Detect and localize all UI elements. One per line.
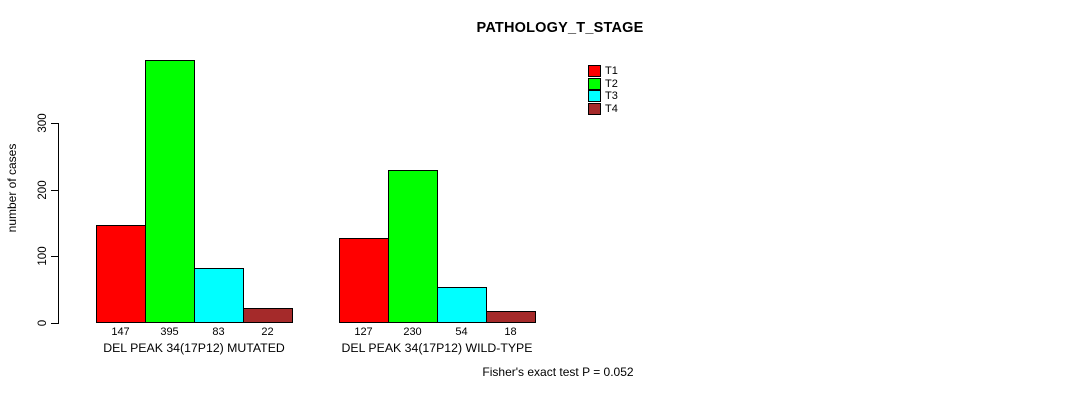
legend-item: T4 bbox=[588, 103, 618, 116]
legend-item: T2 bbox=[588, 78, 618, 91]
y-axis-tick bbox=[51, 323, 58, 324]
bar-value-label: 18 bbox=[504, 326, 517, 338]
bar-t4-group1 bbox=[243, 308, 293, 323]
legend-label: T2 bbox=[605, 77, 618, 90]
bar-t3-group1 bbox=[194, 268, 244, 323]
y-axis-tick bbox=[51, 256, 58, 258]
bar-value-label: 22 bbox=[261, 326, 274, 338]
legend-label: T3 bbox=[605, 90, 618, 103]
group-label: DEL PEAK 34(17P12) MUTATED bbox=[103, 341, 285, 355]
legend-label: T1 bbox=[605, 65, 618, 77]
bar-t1-group1 bbox=[96, 225, 146, 323]
legend-swatch-t3 bbox=[588, 90, 601, 103]
bar-t3-group2 bbox=[437, 287, 487, 323]
y-axis-tick-label: 0 bbox=[37, 319, 49, 327]
bar-value-label: 83 bbox=[212, 326, 225, 338]
chart-title: PATHOLOGY_T_STAGE bbox=[476, 20, 644, 36]
legend-label: T4 bbox=[605, 102, 618, 115]
legend-item: T3 bbox=[588, 90, 618, 103]
bar-t2-group2 bbox=[388, 170, 438, 323]
bar-value-label: 395 bbox=[160, 326, 179, 338]
group-label: DEL PEAK 34(17P12) WILD-TYPE bbox=[341, 341, 533, 355]
bar-value-label: 54 bbox=[455, 326, 468, 338]
fisher-test-annotation: Fisher's exact test P = 0.052 bbox=[482, 365, 634, 379]
y-axis-tick-label: 300 bbox=[37, 113, 49, 133]
bar-value-label: 147 bbox=[111, 326, 130, 338]
y-axis-tick-label: 200 bbox=[37, 180, 49, 200]
legend: T1 T2 T3 T4 bbox=[588, 65, 618, 116]
legend-item: T1 bbox=[588, 65, 618, 78]
bar-t4-group2 bbox=[486, 311, 536, 323]
bar-t1-group2 bbox=[339, 238, 389, 323]
y-axis-line bbox=[58, 123, 59, 324]
bar-value-label: 230 bbox=[403, 326, 422, 338]
bar-value-label: 127 bbox=[354, 326, 373, 338]
y-axis-tick-label: 100 bbox=[37, 246, 49, 266]
y-axis-tick bbox=[51, 189, 58, 191]
legend-swatch-t1 bbox=[588, 65, 601, 78]
legend-swatch-t4 bbox=[588, 103, 601, 116]
y-axis-tick bbox=[51, 123, 58, 124]
bar-t2-group1 bbox=[145, 60, 195, 323]
legend-swatch-t2 bbox=[588, 77, 601, 90]
